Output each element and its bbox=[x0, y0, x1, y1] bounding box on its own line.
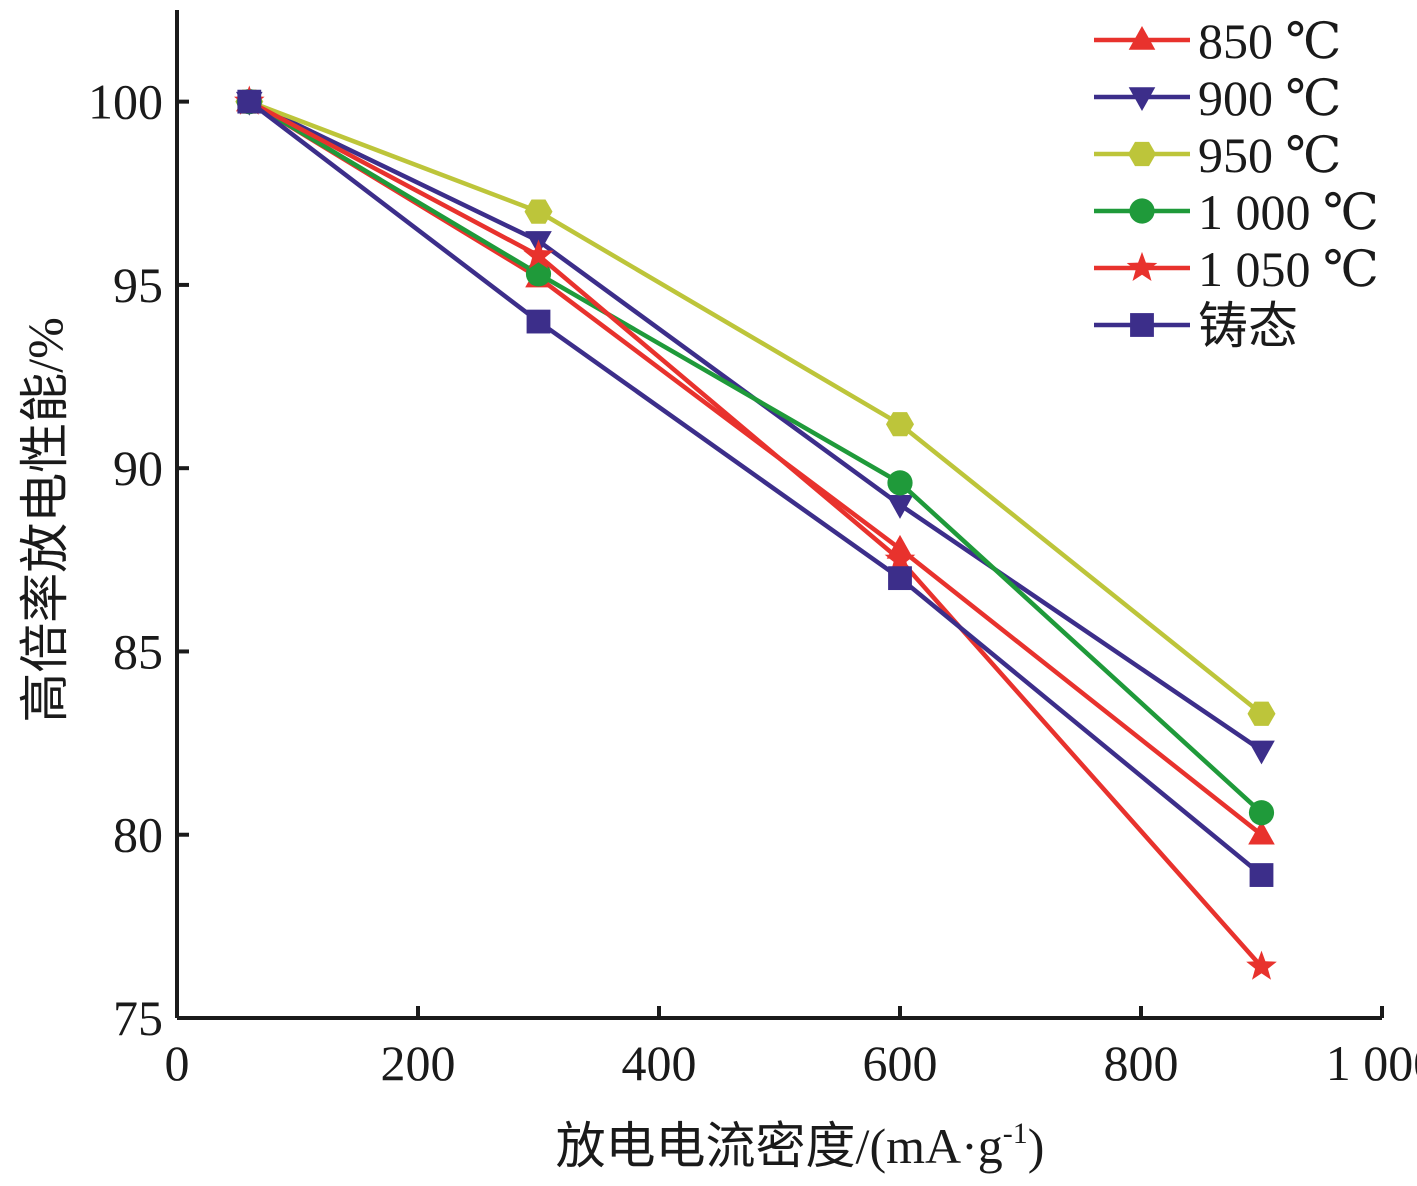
y-tick-label: 75 bbox=[113, 990, 163, 1046]
data-point bbox=[887, 470, 913, 496]
legend-item: 850 ℃ bbox=[1094, 13, 1341, 69]
y-tick-label: 80 bbox=[113, 807, 163, 863]
y-tick-label: 100 bbox=[88, 74, 163, 130]
legend-marker bbox=[1130, 313, 1154, 337]
x-axis-title: 放电电流密度/(mA·g-1) bbox=[556, 1117, 1045, 1174]
series-5 bbox=[234, 85, 1277, 980]
series-6 bbox=[237, 89, 1274, 887]
x-tick-label: 200 bbox=[381, 1035, 456, 1091]
series-4 bbox=[236, 89, 1275, 826]
data-point bbox=[523, 239, 554, 269]
legend-label: 1 000 ℃ bbox=[1198, 184, 1379, 240]
legend-label: 950 ℃ bbox=[1198, 127, 1341, 183]
legend-item: 900 ℃ bbox=[1094, 70, 1341, 126]
legend-label: 900 ℃ bbox=[1198, 70, 1341, 126]
data-point bbox=[524, 199, 553, 224]
axes: 0 200 400 600 800 1 000 75 80 85 90 95 100 bbox=[88, 10, 1417, 1091]
series-2 bbox=[236, 91, 1275, 765]
legend-label: 850 ℃ bbox=[1198, 13, 1341, 69]
legend-item: 1 050 ℃ bbox=[1094, 241, 1379, 297]
series-line bbox=[248, 99, 1264, 969]
legend-item: 950 ℃ bbox=[1094, 127, 1341, 183]
y-tick-label: 90 bbox=[113, 440, 163, 496]
data-point bbox=[1248, 820, 1275, 845]
x-tick-label: 800 bbox=[1104, 1035, 1179, 1091]
y-tick-label: 95 bbox=[113, 257, 163, 313]
data-point bbox=[526, 309, 551, 334]
series-line bbox=[247, 99, 1263, 877]
data-point bbox=[1248, 800, 1275, 826]
legend-item: 铸态 bbox=[1094, 298, 1298, 354]
data-point bbox=[886, 412, 914, 437]
x-tick-label: 1 000 bbox=[1326, 1035, 1417, 1091]
y-axis-title: 高倍率放电性能/% bbox=[17, 317, 73, 723]
data-point bbox=[886, 495, 914, 519]
data-point bbox=[888, 566, 912, 591]
y-tick-label: 85 bbox=[113, 623, 163, 679]
series-3 bbox=[235, 89, 1276, 726]
data-point bbox=[1247, 701, 1276, 726]
x-tick-label: 400 bbox=[622, 1035, 697, 1091]
legend-marker bbox=[1128, 87, 1156, 111]
legend-marker bbox=[1126, 251, 1158, 281]
legend-marker bbox=[1129, 198, 1155, 224]
series-1 bbox=[236, 87, 1275, 845]
legend-label: 铸态 bbox=[1198, 298, 1298, 354]
series-layer bbox=[234, 85, 1277, 980]
series-line bbox=[248, 99, 1263, 753]
series-line bbox=[248, 99, 1264, 815]
data-point bbox=[525, 261, 552, 287]
series-line bbox=[248, 99, 1263, 716]
legend-label: 1 050 ℃ bbox=[1198, 241, 1379, 297]
data-point bbox=[237, 89, 262, 114]
data-point bbox=[1248, 740, 1275, 765]
x-tick-label: 0 bbox=[165, 1035, 190, 1091]
legend-marker bbox=[1128, 141, 1156, 167]
data-point bbox=[1249, 863, 1274, 887]
x-tick-label: 600 bbox=[863, 1035, 938, 1091]
legend-marker bbox=[1128, 26, 1156, 50]
data-point bbox=[884, 543, 916, 573]
data-point bbox=[1246, 950, 1277, 980]
legend-item: 1 000 ℃ bbox=[1094, 184, 1379, 240]
